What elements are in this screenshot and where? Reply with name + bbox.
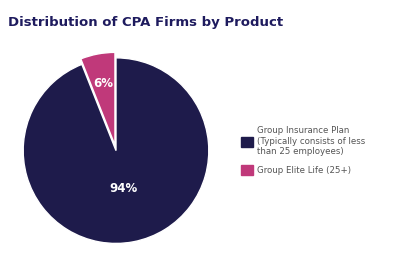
Text: 6%: 6% <box>93 77 113 90</box>
Text: Distribution of CPA Firms by Product: Distribution of CPA Firms by Product <box>8 16 283 29</box>
Text: 94%: 94% <box>109 182 138 195</box>
Wedge shape <box>23 58 209 243</box>
Wedge shape <box>81 52 115 145</box>
Legend: Group Insurance Plan
(Typically consists of less
than 25 employees), Group Elite: Group Insurance Plan (Typically consists… <box>241 126 366 175</box>
